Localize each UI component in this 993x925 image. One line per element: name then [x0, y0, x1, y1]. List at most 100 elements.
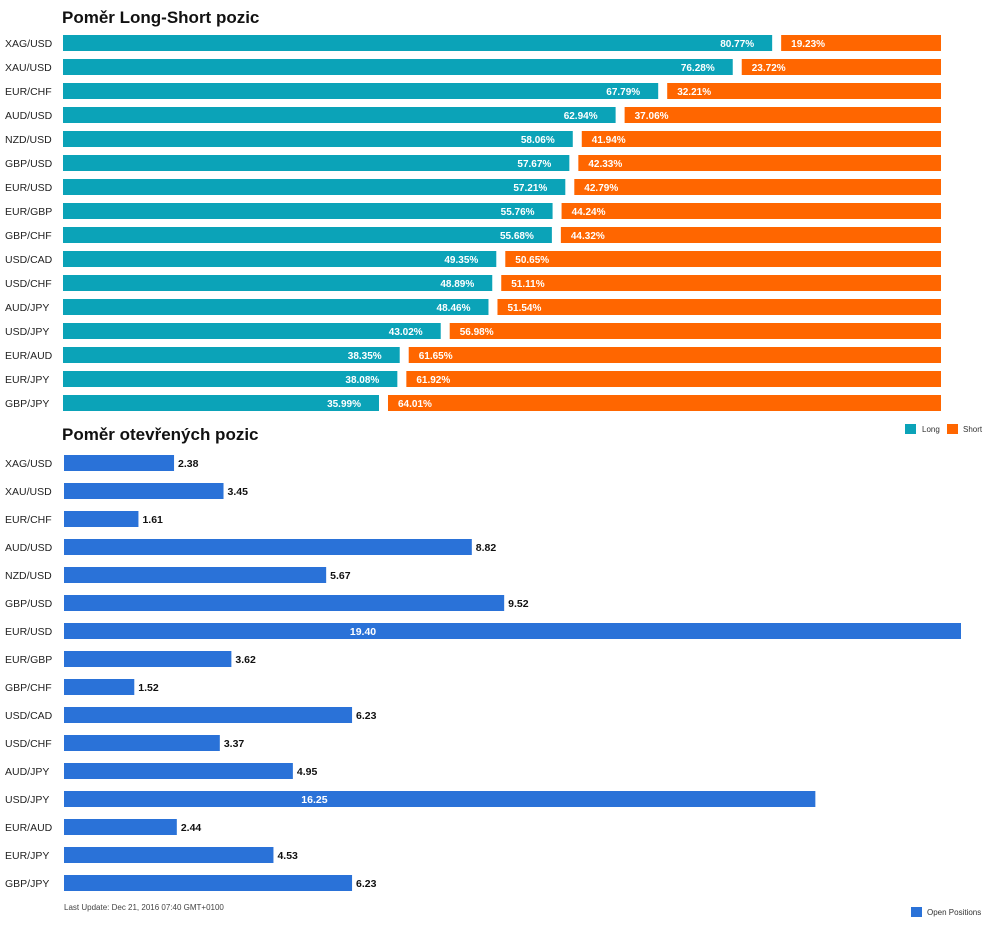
- open-positions-value-label: 8.82: [476, 542, 497, 554]
- long-value-label: 76.28%: [681, 63, 715, 74]
- open-positions-value-label: 9.52: [508, 598, 529, 610]
- open-positions-bar: [64, 511, 139, 527]
- short-bar: [501, 275, 941, 291]
- long-value-label: 80.77%: [720, 39, 754, 50]
- long-bar: [63, 83, 659, 99]
- open-positions-value-label: 3.62: [235, 654, 256, 666]
- long-bar: [63, 395, 379, 411]
- long-bar: [63, 155, 570, 171]
- short-value-label: 32.21%: [677, 87, 711, 98]
- pair-label: USD/CAD: [5, 254, 53, 266]
- short-value-label: 19.23%: [791, 39, 825, 50]
- pair-label: AUD/USD: [5, 542, 53, 554]
- long-value-label: 55.76%: [501, 207, 535, 218]
- short-value-label: 51.54%: [507, 303, 541, 314]
- open-positions-value-label: 16.25: [301, 794, 327, 806]
- short-bar: [561, 203, 941, 219]
- short-value-label: 44.24%: [572, 207, 606, 218]
- short-bar: [574, 179, 941, 195]
- long-value-label: 38.08%: [345, 375, 379, 386]
- open-positions-bar: [64, 539, 472, 555]
- long-bar: [63, 131, 573, 147]
- open-positions-value-label: 6.23: [356, 878, 377, 890]
- long-value-label: 48.46%: [437, 303, 471, 314]
- pair-label: GBP/JPY: [5, 878, 49, 890]
- short-bar: [497, 299, 941, 315]
- pair-label: GBP/USD: [5, 158, 53, 170]
- open-positions-bar: [64, 483, 224, 499]
- pair-label: USD/CHF: [5, 278, 52, 290]
- long-bar: [63, 347, 400, 363]
- open-positions-bar: [64, 623, 961, 639]
- long-bar: [63, 227, 552, 243]
- last-update-text: Last Update: Dec 21, 2016 07:40 GMT+0100: [64, 903, 224, 912]
- long-bar: [63, 323, 441, 339]
- long-bar: [63, 35, 773, 51]
- pair-label: NZD/USD: [5, 134, 52, 146]
- short-bar: [505, 251, 941, 267]
- open-positions-value-label: 2.38: [178, 458, 199, 470]
- pair-label: GBP/CHF: [5, 682, 52, 694]
- short-bar: [406, 371, 941, 387]
- pair-label: USD/JPY: [5, 794, 49, 806]
- long-short-chart: XAG/USD 80.77% 19.23% XAU/USD 76.28% 23.72% EU…: [5, 35, 941, 411]
- long-bar: [63, 275, 493, 291]
- long-bar: [63, 203, 553, 219]
- open-positions-bar: [64, 567, 327, 583]
- open-positions-value-label: 2.44: [181, 822, 202, 834]
- open-positions-bar: [64, 735, 220, 751]
- legend-swatch-long: [905, 424, 916, 434]
- pair-label: NZD/USD: [5, 570, 52, 582]
- short-value-label: 42.33%: [588, 159, 622, 170]
- long-bar: [63, 371, 398, 387]
- long-bar: [63, 299, 489, 315]
- pair-label: USD/CHF: [5, 738, 52, 750]
- pair-label: GBP/USD: [5, 598, 53, 610]
- open-positions-value-label: 4.95: [297, 766, 318, 778]
- open-positions-value-label: 3.45: [228, 486, 249, 498]
- short-bar: [741, 59, 941, 75]
- long-value-label: 43.02%: [389, 327, 423, 338]
- long-bar: [63, 251, 497, 267]
- pair-label: EUR/USD: [5, 626, 53, 638]
- short-value-label: 51.11%: [511, 279, 544, 290]
- pair-label: XAG/USD: [5, 38, 53, 50]
- short-value-label: 56.98%: [460, 327, 494, 338]
- legend-label-long: Long: [922, 425, 940, 434]
- open-positions-value-label: 3.37: [224, 738, 245, 750]
- open-positions-bar: [64, 595, 505, 611]
- open-positions-value-label: 6.23: [356, 710, 377, 722]
- pair-label: GBP/JPY: [5, 398, 49, 410]
- short-bar: [578, 155, 941, 171]
- open-positions-bar: [64, 707, 353, 723]
- open-positions-value-label: 1.61: [142, 514, 163, 526]
- pair-label: EUR/CHF: [5, 514, 52, 526]
- long-value-label: 49.35%: [444, 255, 478, 266]
- open-positions-legend: Open Positions: [911, 907, 981, 917]
- pair-label: AUD/USD: [5, 110, 53, 122]
- pair-label: EUR/JPY: [5, 850, 49, 862]
- long-short-chart-title: Poměr Long-Short pozic: [62, 8, 260, 27]
- short-bar: [408, 347, 941, 363]
- pair-label: AUD/JPY: [5, 766, 49, 778]
- legend-swatch-open-positions: [911, 907, 922, 917]
- pair-label: AUD/JPY: [5, 302, 49, 314]
- long-value-label: 48.89%: [440, 279, 474, 290]
- pair-label: XAU/USD: [5, 486, 52, 498]
- open-positions-value-label: 4.53: [277, 850, 298, 862]
- open-positions-value-label: 1.52: [138, 682, 159, 694]
- open-positions-bar: [64, 679, 135, 695]
- pair-label: EUR/USD: [5, 182, 53, 194]
- short-bar: [581, 131, 941, 147]
- long-short-legend: Long Short: [905, 424, 983, 434]
- long-value-label: 67.79%: [606, 87, 640, 98]
- open-positions-bar: [64, 847, 274, 863]
- open-positions-chart: XAG/USD 2.38 XAU/USD 3.45 EUR/CHF 1.61 AUD/USD…: [5, 455, 961, 891]
- pair-label: GBP/CHF: [5, 230, 52, 242]
- short-value-label: 37.06%: [635, 111, 669, 122]
- long-bar: [63, 107, 616, 123]
- pair-label: EUR/GBP: [5, 654, 52, 666]
- pair-label: EUR/AUD: [5, 350, 53, 362]
- legend-label-short: Short: [963, 425, 983, 434]
